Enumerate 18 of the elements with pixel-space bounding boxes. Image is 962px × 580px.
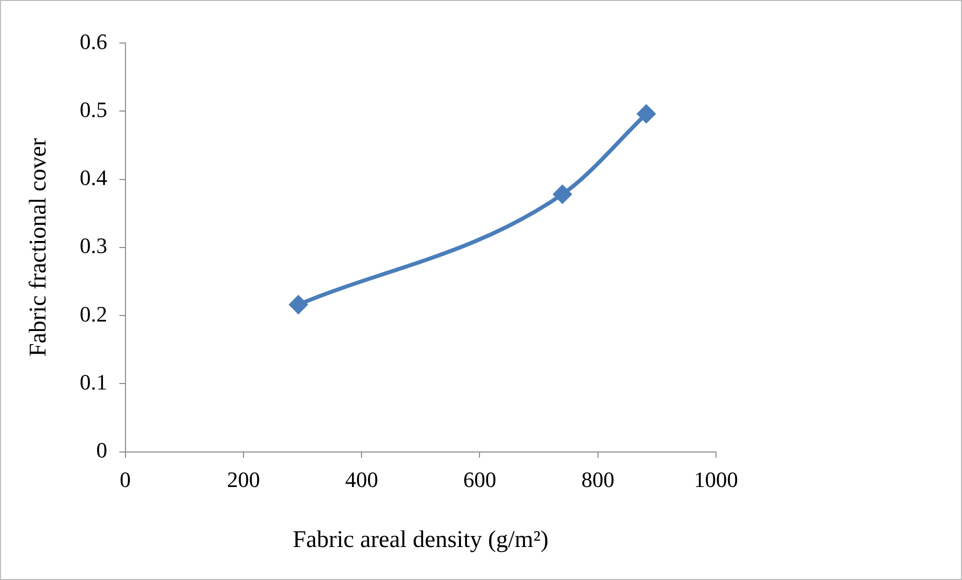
x-tick-label: 0 <box>120 466 131 492</box>
y-tick-label: 0.4 <box>80 165 108 190</box>
y-tick-label: 0.1 <box>80 369 108 394</box>
x-tick-label: 800 <box>581 466 614 492</box>
point <box>637 104 656 123</box>
y-tick-label: 0.6 <box>80 28 108 54</box>
x-tick-label: 1000 <box>694 466 738 492</box>
point <box>289 296 308 314</box>
x-tick-label: 200 <box>226 466 260 492</box>
x-tick-label: 400 <box>345 466 378 492</box>
y-tick-label: 0.2 <box>80 301 108 326</box>
x-tick-label: 600 <box>463 466 496 492</box>
x-axis-title: Fabric areal density (g/m²) <box>292 526 549 553</box>
y-axis-title: Fabric fractional cover <box>26 138 52 357</box>
y-tick-label: 0.5 <box>80 96 108 122</box>
y-tick-label: 0 <box>96 438 108 463</box>
y-tick-label: 0.3 <box>80 233 108 258</box>
point <box>553 185 572 204</box>
